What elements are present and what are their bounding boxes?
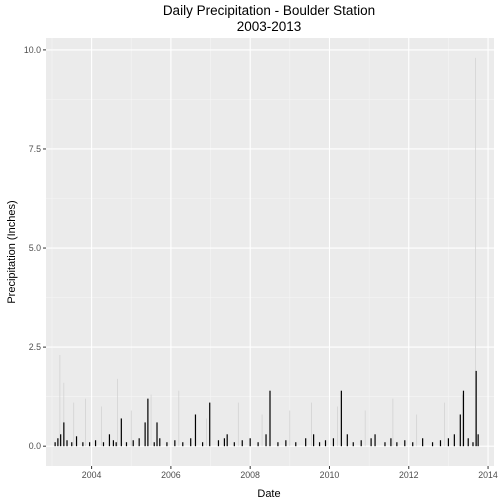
precip-bar: [390, 438, 392, 447]
precip-bar: [223, 438, 226, 447]
chart-title-line-2: 2003-2013: [237, 19, 302, 34]
precip-bar: [269, 390, 271, 447]
precip-bar: [360, 440, 362, 447]
precip-bar: [447, 438, 450, 447]
precip-bar: [108, 434, 111, 447]
precip-bar: [404, 440, 406, 447]
precip-bar: [475, 370, 477, 447]
precip-bar: [305, 438, 307, 447]
precip-bar: [63, 422, 65, 447]
y-axis-title: Precipitation (Inches): [6, 200, 18, 303]
precip-bar: [453, 434, 455, 447]
precip-bar: [249, 438, 251, 447]
precip-bar: [57, 438, 59, 447]
precip-bar: [241, 440, 243, 447]
x-axis-ticks: 2004 2006 2008 2010 2012 2014: [82, 466, 498, 480]
precip-bar: [340, 390, 342, 447]
precip-bar: [54, 442, 56, 447]
precip-bar: [459, 414, 461, 447]
precip-bar: [439, 440, 442, 447]
precip-bar: [467, 438, 469, 447]
precip-bar: [159, 438, 161, 447]
precip-bar: [226, 434, 228, 447]
precip-bar: [217, 440, 220, 447]
precip-bar: [153, 442, 155, 447]
light-precipitation-bars: [59, 57, 476, 447]
precip-bar: [277, 442, 279, 447]
x-tick-label: 2010: [320, 470, 340, 480]
precip-bar: [233, 442, 235, 447]
precip-bar: [396, 442, 398, 447]
precip-bar: [71, 442, 73, 447]
precip-bar: [60, 434, 62, 447]
precip-bar: [472, 442, 474, 447]
x-axis-title: Date: [257, 488, 280, 500]
precip-bar: [125, 442, 128, 447]
y-tick-label: 2.5: [29, 342, 41, 352]
precip-bar: [147, 398, 149, 447]
precip-bar: [346, 434, 348, 447]
precip-bar: [66, 440, 68, 447]
precip-bar: [374, 434, 376, 447]
precip-bar: [115, 442, 117, 447]
precip-bar: [138, 438, 140, 447]
precip-bar: [120, 418, 122, 447]
precip-bar: [352, 442, 354, 447]
precip-bar: [156, 422, 158, 447]
precip-bar: [295, 442, 297, 447]
precip-bar: [75, 436, 78, 447]
x-tick-label: 2008: [240, 470, 260, 480]
precip-bar: [202, 442, 204, 447]
precip-bar: [112, 440, 114, 447]
precipitation-bars: [54, 370, 479, 447]
precip-bar: [332, 438, 335, 447]
precip-bar: [182, 442, 184, 447]
chart-title-line-1: Daily Precipitation - Boulder Station: [163, 3, 375, 18]
y-tick-label: 0.0: [29, 441, 41, 451]
y-tick-label: 10.0: [24, 45, 41, 55]
precip-bar: [89, 442, 91, 447]
precip-bar: [174, 440, 176, 447]
precip-bar: [209, 402, 211, 447]
precip-bar: [412, 442, 414, 447]
precip-bar: [257, 442, 259, 447]
precip-bar: [166, 442, 168, 447]
precip-bar: [477, 434, 479, 447]
x-tick-label: 2004: [82, 470, 102, 480]
precip-bar: [144, 422, 146, 447]
minor-gridlines: [46, 38, 494, 466]
precip-bar: [190, 438, 192, 447]
precip-bar: [462, 390, 465, 447]
precip-bar: [102, 442, 105, 447]
y-axis-ticks: 0.0 2.5 5.0 7.5 10.0: [24, 45, 46, 451]
x-tick-label: 2012: [399, 470, 419, 480]
precip-bar: [313, 434, 315, 447]
precip-bar: [431, 442, 434, 447]
precip-bar: [132, 440, 134, 447]
y-tick-label: 5.0: [29, 243, 41, 253]
precip-bar: [82, 442, 84, 447]
x-tick-label: 2006: [161, 470, 181, 480]
y-tick-label: 7.5: [29, 144, 41, 154]
precip-bar: [324, 440, 327, 447]
x-tick-label: 2014: [478, 470, 498, 480]
precip-bar: [318, 442, 321, 447]
precip-bar: [285, 440, 287, 447]
precip-bar: [370, 438, 372, 447]
precip-bar: [384, 442, 386, 447]
precip-bar: [194, 414, 197, 447]
precip-bar: [94, 440, 97, 447]
precip-bar: [422, 438, 424, 447]
precip-bar: [265, 434, 267, 447]
